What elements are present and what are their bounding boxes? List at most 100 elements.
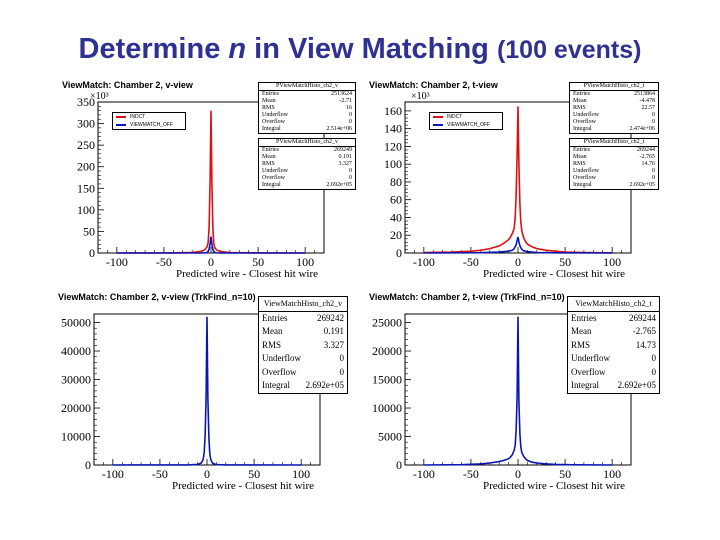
stats-value: 269249 (334, 147, 352, 153)
stats-row: Entries 269244 (570, 147, 658, 154)
y-tick-label: 25000 (372, 316, 402, 330)
y-tick-label: 350 (77, 95, 95, 109)
stats-key: RMS (262, 161, 275, 167)
stats-value: 0 (349, 112, 352, 118)
stats-key: RMS (571, 339, 591, 350)
stats-value: 3.327 (323, 339, 344, 350)
stats-row: Mean -2.765 (570, 154, 658, 161)
x-axis-label: Predicted wire - Closest hit wire (482, 480, 626, 492)
x-tick-label: 100 (292, 467, 310, 481)
stats-key: Integral (262, 182, 281, 188)
stats-title: PViewMatchHisto_ch2_t (570, 139, 658, 147)
stats-key: Underflow (262, 112, 288, 118)
stats-value: 14.76 (641, 161, 656, 167)
y-tick-label: 200 (77, 160, 95, 174)
stats-key: Underflow (571, 353, 610, 363)
y-tick-label: 140 (384, 122, 402, 136)
stats-value: 0.191 (323, 326, 344, 336)
stats-key: Underflow (573, 112, 599, 118)
title-text-mid: in View Matching (246, 33, 497, 65)
x-tick-label: 50 (252, 255, 264, 269)
stats-row: Underflow 0 (568, 352, 659, 366)
x-tick-label: -50 (463, 467, 479, 481)
stats-row: Integral 2.692e+05 (568, 379, 659, 393)
legend-label: INDCT (130, 114, 146, 120)
panel-title: ViewMatch: Chamber 2, v-view (TrkFind_n=… (58, 292, 256, 302)
stats-row: Underflow 0 (570, 112, 658, 119)
stats-value: 2.514e+06 (326, 126, 352, 132)
stats-value: 2513864 (634, 91, 655, 97)
stats-box: ViewMatchHisto_ch2_t Entries 269244 Mean -… (567, 296, 660, 394)
stats-value: 0 (349, 175, 352, 181)
x-tick-label: 100 (603, 467, 621, 481)
stats-row: Entries 269242 (259, 312, 347, 326)
stats-key: Underflow (262, 168, 288, 174)
x-axis-label: Predicted wire - Closest hit wire (482, 268, 626, 280)
y-tick-label: 10000 (61, 430, 91, 444)
x-tick-label: -100 (106, 255, 128, 269)
x-axis-label: Predicted wire - Closest hit wire (171, 480, 315, 492)
stats-row: Entries 2513624 (259, 91, 355, 98)
y-tick-label: 150 (77, 181, 95, 195)
y-tick-label: 20 (390, 228, 402, 242)
stats-row: Overflow 0 (259, 119, 355, 126)
stats-value: 2.692e+05 (617, 380, 656, 390)
stats-title: PViewMatchHisto_ch2_v (259, 83, 355, 91)
stats-row: Mean -2.765 (568, 325, 659, 339)
stats-key: Mean (573, 154, 587, 160)
stats-key: Mean (262, 326, 283, 336)
stats-value: 0 (339, 353, 345, 363)
stats-value: 0 (339, 366, 345, 377)
legend-entry: VIEWMATCH_OFF (113, 121, 185, 129)
title-text-pre: Determine (78, 33, 229, 65)
stats-value: 2.692e+05 (326, 182, 352, 188)
stats-value: 2513624 (331, 91, 352, 97)
y-tick-label: 160 (384, 104, 402, 118)
stats-key: Overflow (262, 366, 297, 377)
stats-key: Entries (573, 91, 590, 97)
stats-row: RMS 14.73 (568, 339, 659, 353)
stats-value: 16 (346, 105, 352, 111)
y-tick-label: 15000 (372, 373, 402, 387)
stats-key: Entries (262, 91, 279, 97)
title-variable-n: n (228, 33, 247, 65)
y-tick-label: 50000 (61, 316, 91, 330)
stats-row: Overflow 0 (259, 175, 355, 182)
stats-box: ViewMatchHisto_ch2_v Entries 269242 Mean 0… (258, 296, 348, 394)
stats-value: 269244 (637, 147, 655, 153)
stats-row: Mean -2.71 (259, 98, 355, 105)
legend-entry: VIEWMATCH_OFF (430, 121, 502, 129)
stats-row: Integral 2.692e+05 (259, 182, 355, 189)
stats-key: RMS (573, 105, 586, 111)
y-tick-label: 300 (77, 117, 95, 131)
stats-row: Mean 0.191 (259, 154, 355, 161)
y-tick-label: 40 (390, 210, 402, 224)
x-tick-label: 100 (603, 255, 621, 269)
stats-box: PViewMatchHisto_ch2_t Entries 269244 Mean… (569, 138, 659, 190)
y-tick-label: 0 (396, 246, 402, 260)
stats-value: 0 (652, 168, 655, 174)
y-tick-label: 40000 (61, 344, 91, 358)
stats-key: Mean (571, 326, 592, 336)
stats-key: Integral (262, 380, 290, 390)
stats-value: 269242 (317, 312, 344, 323)
series-line-primary (423, 316, 613, 466)
stats-row: Mean -4.478 (570, 98, 658, 105)
x-tick-label: 50 (559, 467, 571, 481)
x-tick-label: -100 (102, 467, 124, 481)
stats-value: 22.57 (641, 105, 656, 111)
stats-key: Overflow (571, 366, 606, 377)
y-tick-label: 5000 (378, 430, 402, 444)
stats-key: Overflow (262, 175, 285, 181)
stats-value: 0 (652, 112, 655, 118)
y-tick-label: 30000 (61, 373, 91, 387)
x-tick-label: 0 (204, 467, 210, 481)
stats-title: PViewMatchHisto_ch2_v (259, 139, 355, 147)
y-axis-multiplier: ×10³ (411, 91, 430, 102)
legend: INDCT VIEWMATCH_OFF (429, 112, 503, 130)
stats-value: 2.474e+06 (629, 126, 655, 132)
legend-swatch (116, 116, 126, 118)
stats-key: RMS (262, 105, 275, 111)
legend-swatch (116, 124, 126, 126)
legend-label: VIEWMATCH_OFF (130, 122, 173, 128)
